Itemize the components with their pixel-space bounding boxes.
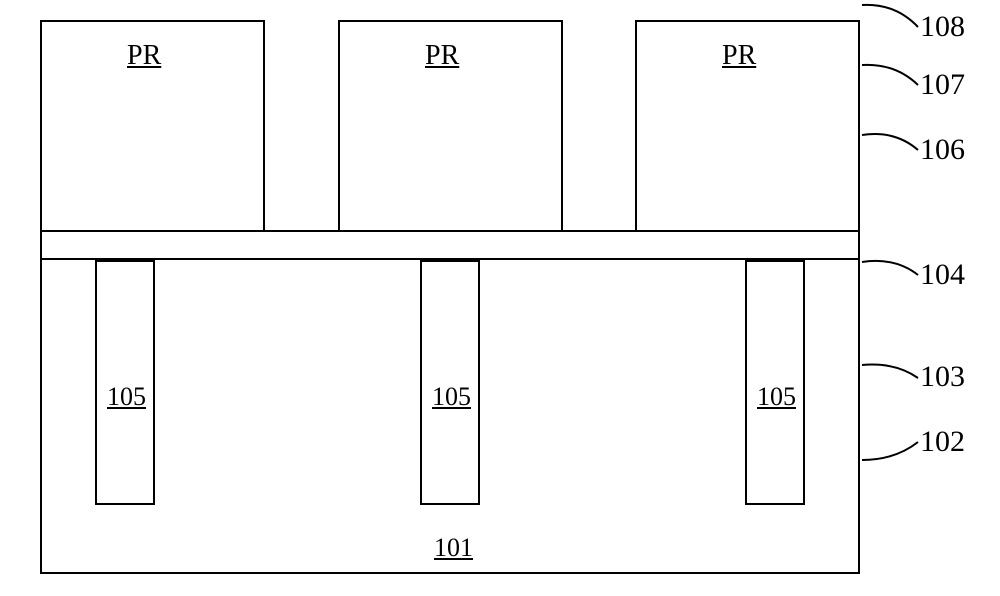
callout-102: 102 [920,425,965,459]
callout-103: 103 [920,360,965,394]
callout-107: 107 [920,68,965,102]
callout-108: 108 [920,10,965,44]
callout-106: 106 [920,133,965,167]
callout-104: 104 [920,258,965,292]
leader-lines [0,0,1000,596]
